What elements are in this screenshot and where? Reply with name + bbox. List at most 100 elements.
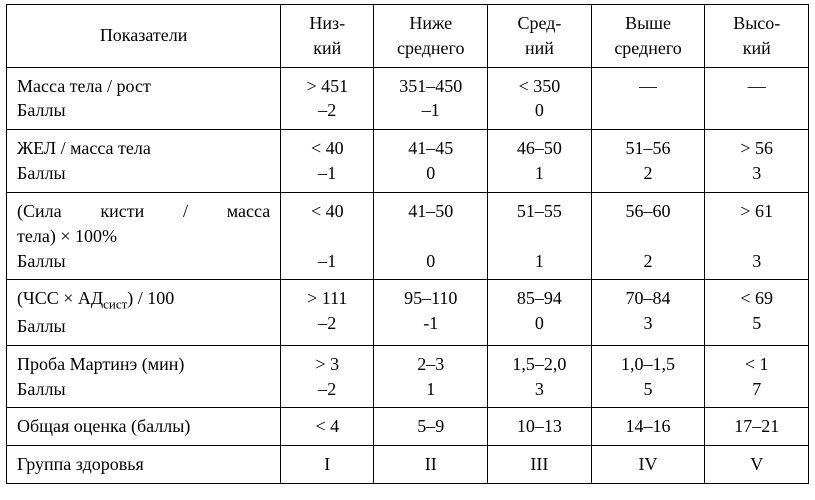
label-part: (ЧСС × АД (17, 288, 103, 308)
cell-text: < 350 (498, 74, 580, 99)
cell: > 111–2 (281, 280, 374, 345)
cell: II (374, 446, 488, 484)
cell: > 61 3 (705, 192, 809, 279)
label-text: ЖЕЛ / масса тела (17, 136, 270, 161)
label-word: (Сила (17, 199, 62, 224)
cell-text: 351–450 (384, 74, 477, 99)
header-text: Сред- (498, 11, 580, 36)
row-label: Общая оценка (баллы) (7, 408, 281, 446)
cell: 70–843 (591, 280, 705, 345)
cell-text: –1 (291, 161, 363, 186)
spacer (384, 224, 477, 249)
header-text: кий (291, 36, 363, 61)
cell: 351–450–1 (374, 67, 488, 130)
cell: 56–60 2 (591, 192, 705, 279)
table-row: Масса тела / рост Баллы > 451–2 351–450–… (7, 67, 809, 130)
cell: IV (591, 446, 705, 484)
cell-text: 41–50 (384, 199, 477, 224)
cell: V (705, 446, 809, 484)
label-word: кисти (100, 199, 144, 224)
cell-text: < 69 (715, 286, 798, 311)
label-text: Общая оценка (баллы) (17, 416, 190, 436)
cell: — (705, 67, 809, 130)
row-label: (Сила кисти / масса тела) × 100% Баллы (7, 192, 281, 279)
row-label: (ЧСС × АДсист) / 100 Баллы (7, 280, 281, 345)
cell-text: > 111 (291, 286, 363, 311)
cell-text: –1 (291, 249, 363, 274)
cell-text: IV (639, 454, 658, 474)
cell: 95–110-1 (374, 280, 488, 345)
cell-text: < 4 (315, 416, 339, 436)
label-text: (Сила кисти / масса (17, 199, 270, 224)
cell: 1,0–1,55 (591, 345, 705, 408)
cell-text: 3 (715, 249, 798, 274)
cell: < 40 –1 (281, 192, 374, 279)
label-text: Группа здоровья (17, 454, 144, 474)
label-text: Баллы (17, 161, 270, 186)
cell: I (281, 446, 374, 484)
cell-text: –2 (291, 98, 363, 123)
cell: < 40–1 (281, 130, 374, 193)
cell: 85–940 (488, 280, 591, 345)
cell-text: 17–21 (734, 416, 779, 436)
header-text: среднего (602, 36, 695, 61)
cell-text: -1 (384, 311, 477, 336)
cell-text: 2 (602, 161, 695, 186)
cell: > 563 (705, 130, 809, 193)
cell-text: 7 (715, 377, 798, 402)
cell-text: 1,0–1,5 (602, 352, 695, 377)
cell-text: < 40 (291, 199, 363, 224)
label-word: / (183, 199, 188, 224)
cell-text: > 3 (291, 352, 363, 377)
cell-text: –2 (291, 377, 363, 402)
cell-text: > 56 (715, 136, 798, 161)
cell: 1,5–2,03 (488, 345, 591, 408)
cell-text: 14–16 (626, 416, 671, 436)
label-text: Проба Мартинэ (мин) (17, 352, 270, 377)
label-subscript: сист (103, 297, 127, 312)
header-above-avg: Выше среднего (591, 5, 705, 68)
header-text: среднего (384, 36, 477, 61)
cell: > 451–2 (281, 67, 374, 130)
cell-text: –2 (291, 311, 363, 336)
cell-text: 95–110 (384, 286, 477, 311)
header-text: Ниже (384, 11, 477, 36)
cell-text: < 40 (291, 136, 363, 161)
cell-text: > 61 (715, 199, 798, 224)
header-low: Низ- кий (281, 5, 374, 68)
cell: < 3500 (488, 67, 591, 130)
cell: 46–501 (488, 130, 591, 193)
cell-text: 5 (715, 311, 798, 336)
table-header-row: Показатели Низ- кий Ниже среднего Сред- … (7, 5, 809, 68)
spacer (602, 224, 695, 249)
cell: 41–450 (374, 130, 488, 193)
cell: III (488, 446, 591, 484)
header-avg: Сред- ний (488, 5, 591, 68)
label-text: Баллы (17, 314, 270, 339)
label-text: (ЧСС × АДсист) / 100 (17, 286, 270, 313)
cell-text: 1,5–2,0 (498, 352, 580, 377)
cell-text: 2–3 (384, 352, 477, 377)
cell-text: 1 (498, 161, 580, 186)
cell-text: 3 (498, 377, 580, 402)
table-row: (ЧСС × АДсист) / 100 Баллы > 111–2 95–11… (7, 280, 809, 345)
cell-text: 1 (384, 377, 477, 402)
cell-text: 1 (498, 249, 580, 274)
cell: — (591, 67, 705, 130)
header-text: Низ- (291, 11, 363, 36)
cell: 5–9 (374, 408, 488, 446)
cell-text: 56–60 (602, 199, 695, 224)
cell-text: 0 (384, 249, 477, 274)
cell-text: 70–84 (602, 286, 695, 311)
cell-text: 46–50 (498, 136, 580, 161)
label-text: тела) × 100% (17, 224, 270, 249)
cell: < 17 (705, 345, 809, 408)
cell-text: 41–45 (384, 136, 477, 161)
cell-text: III (530, 454, 548, 474)
cell-text: I (324, 454, 330, 474)
cell-text: 2 (602, 249, 695, 274)
cell-text: 5–9 (417, 416, 444, 436)
header-text: Высо- (715, 11, 798, 36)
table-row: Общая оценка (баллы) < 4 5–9 10–13 14–16… (7, 408, 809, 446)
cell: 17–21 (705, 408, 809, 446)
